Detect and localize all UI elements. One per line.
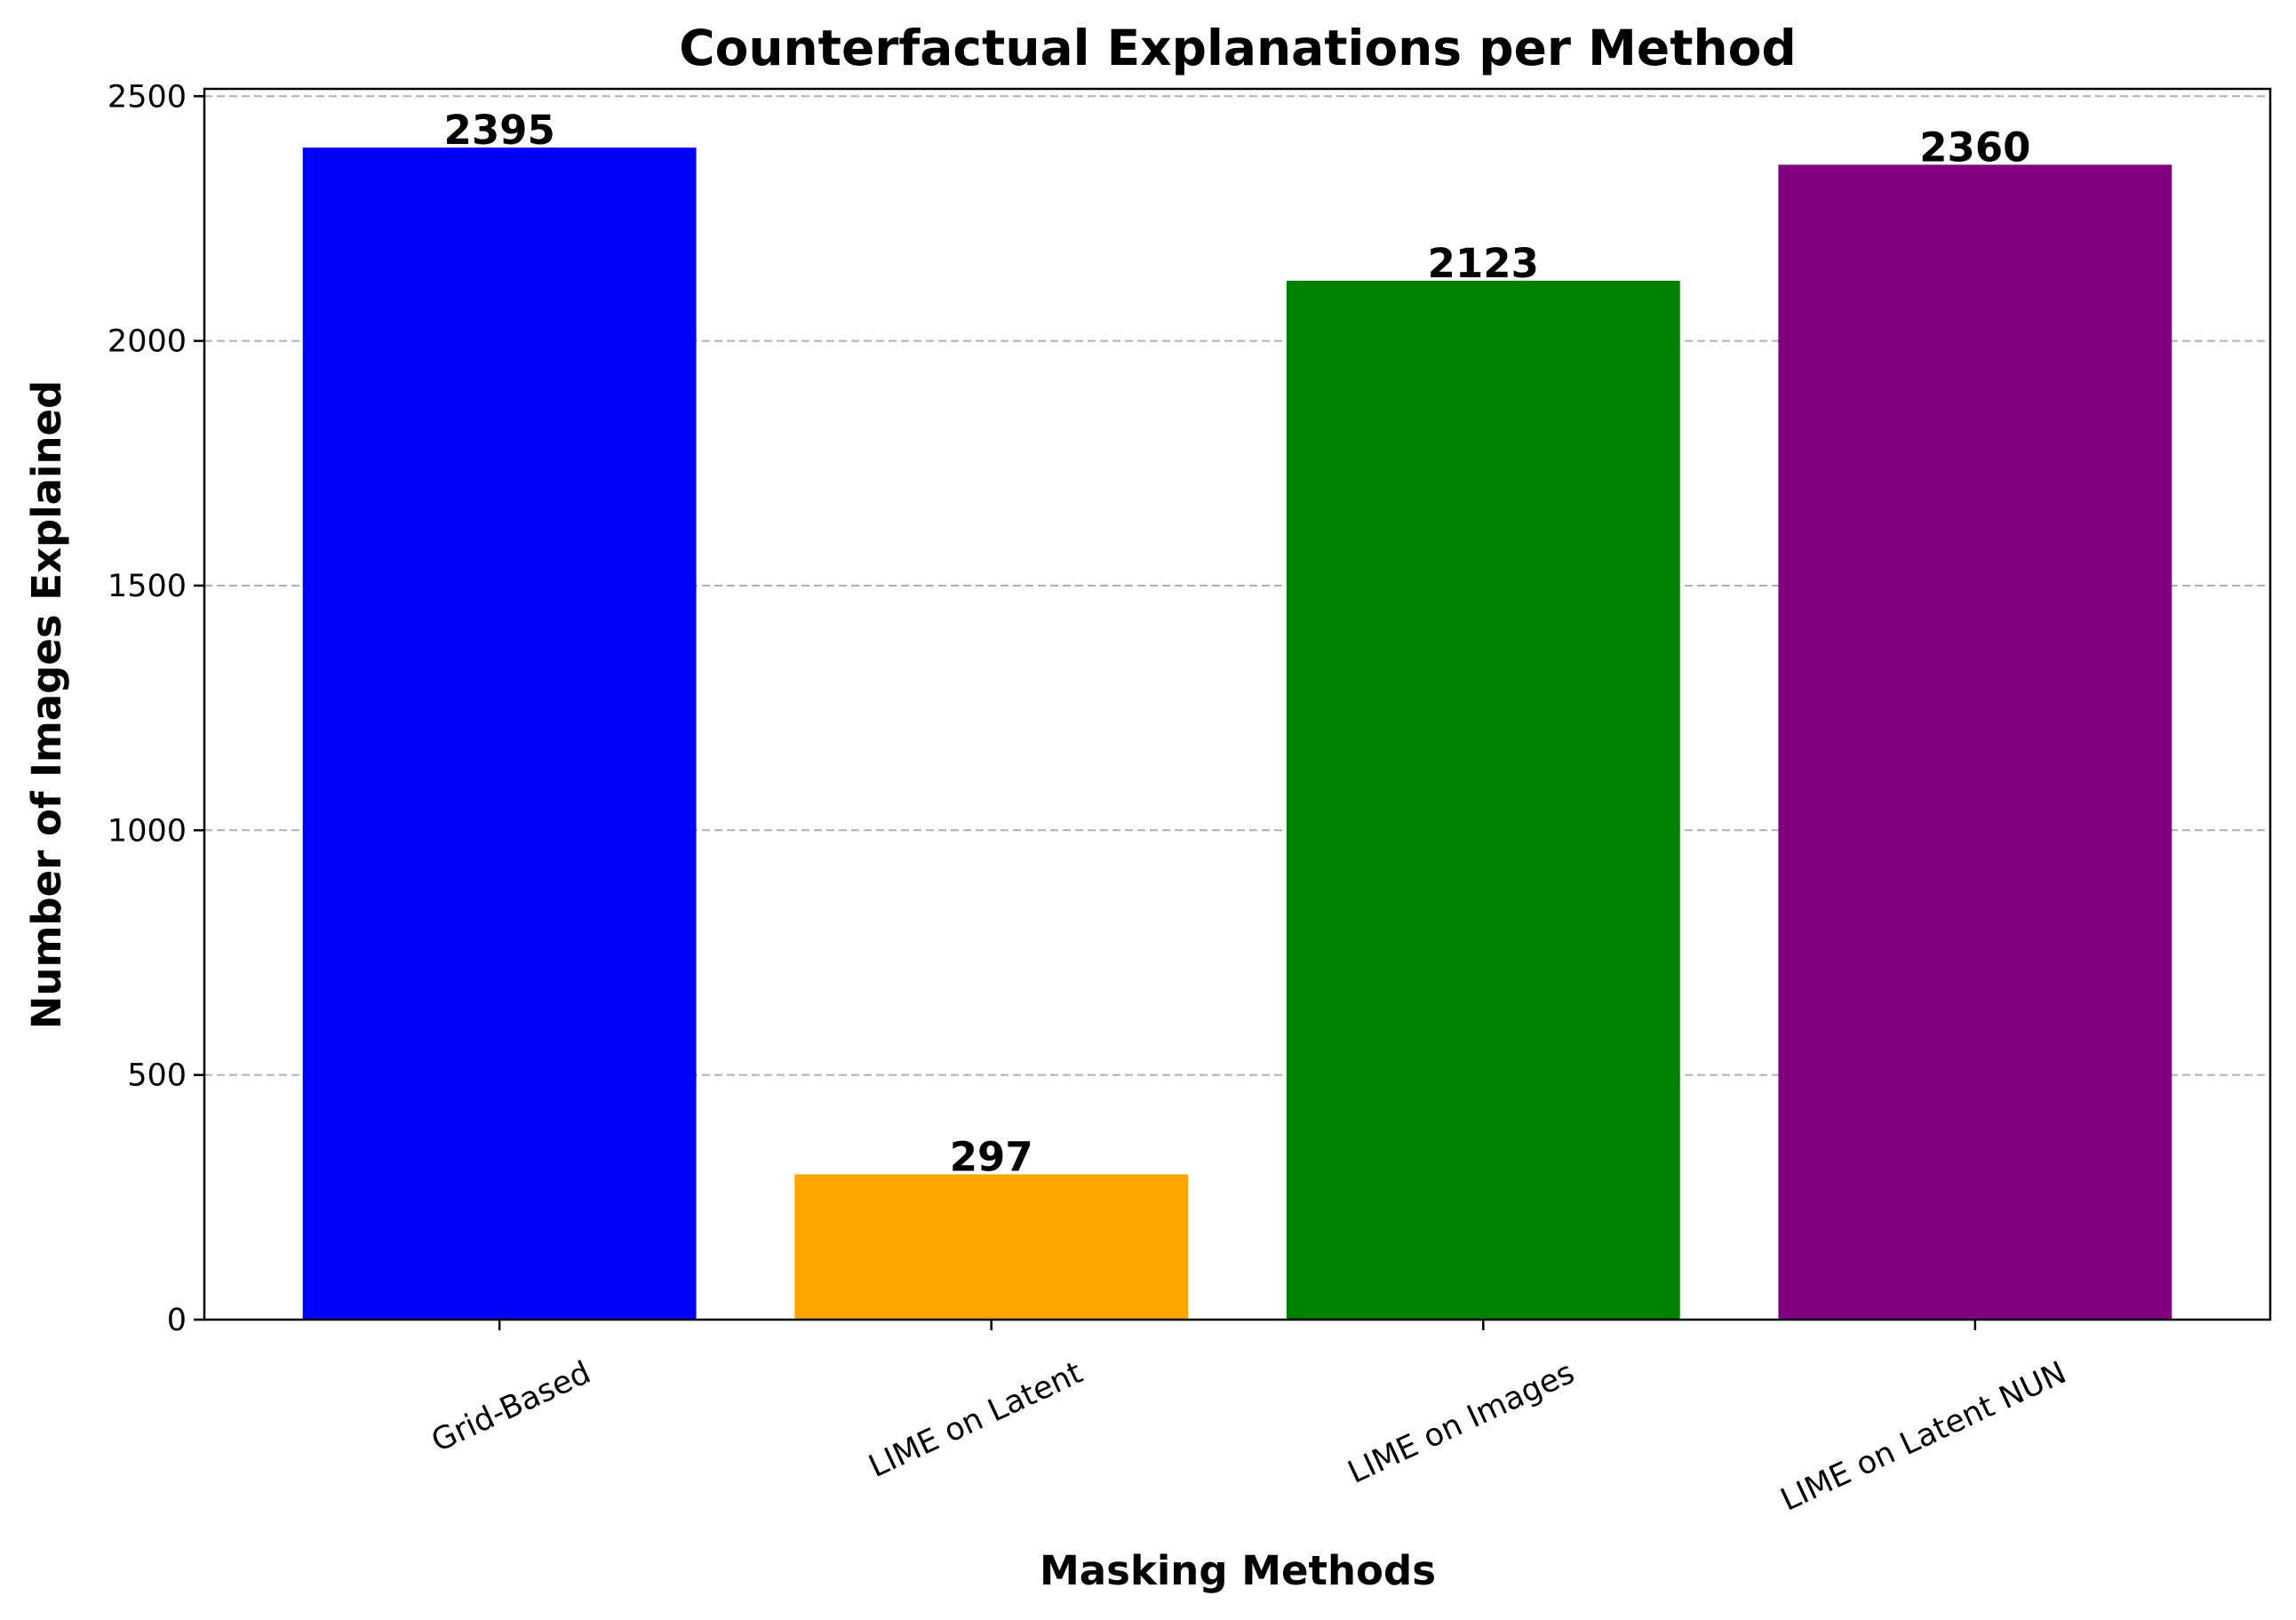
bar xyxy=(302,148,697,1320)
y-axis-ticks: 0 500 1000 1500 2000 2500 xyxy=(108,79,204,1338)
x-axis-ticks: Grid-Based LIME on Latent LIME on Images LI… xyxy=(427,1320,2072,1519)
x-axis-label: Masking Methods xyxy=(1040,1547,1436,1594)
x-tick-label: LIME on Images xyxy=(1343,1355,1580,1491)
value-labels: 2395 297 2123 2360 xyxy=(444,107,2031,1180)
bar-value-label: 2395 xyxy=(444,107,555,154)
bar-value-label: 297 xyxy=(950,1133,1033,1180)
plot-frame xyxy=(203,87,2272,1321)
bar xyxy=(794,1174,1189,1320)
y-tick-label: 2000 xyxy=(108,324,187,360)
x-tick-label: LIME on Latent NUN xyxy=(1775,1355,2071,1519)
bar xyxy=(1286,280,1680,1320)
y-tick-label: 2500 xyxy=(108,79,187,115)
x-tick-label: LIME on Latent xyxy=(864,1355,1088,1485)
y-tick-label: 0 xyxy=(167,1303,187,1338)
y-tick-label: 1500 xyxy=(108,569,187,604)
bars xyxy=(302,148,2172,1320)
bar xyxy=(1778,164,2172,1320)
bar-value-label: 2123 xyxy=(1428,240,1539,287)
y-tick-label: 1000 xyxy=(108,813,187,849)
x-tick-label: Grid-Based xyxy=(427,1355,596,1460)
y-axis-label: Number of Images Explained xyxy=(23,380,70,1029)
y-tick-label: 500 xyxy=(127,1058,187,1094)
bar-value-label: 2360 xyxy=(1919,124,2030,171)
chart-title: Counterfactual Explanations per Method xyxy=(679,20,1797,76)
